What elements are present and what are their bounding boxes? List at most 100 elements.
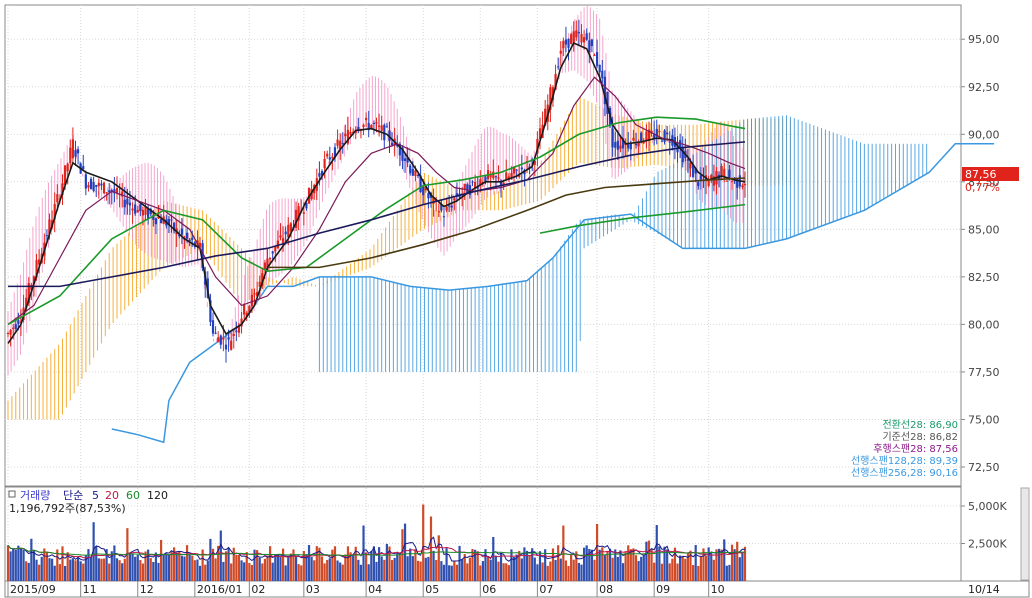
candle-body	[370, 125, 373, 129]
volume-bar	[481, 561, 484, 581]
candle-body	[616, 140, 619, 150]
volume-bar	[300, 565, 303, 581]
volume-bar	[673, 547, 677, 581]
candle-body	[562, 40, 565, 49]
candle-body	[144, 206, 147, 215]
volume-bar	[185, 545, 189, 581]
volume-bar	[354, 546, 357, 581]
volume-bar	[738, 557, 741, 581]
volume-bar	[136, 554, 139, 581]
candle-body	[507, 176, 510, 180]
date-label: 06	[482, 583, 496, 596]
volume-bar	[567, 565, 570, 581]
volume-bar	[489, 559, 492, 581]
candle-body	[152, 215, 155, 220]
candle-body	[377, 125, 381, 127]
candle-body	[253, 293, 256, 295]
volume-bar	[357, 559, 360, 581]
candle-body	[463, 183, 466, 189]
volume-bar	[63, 565, 67, 581]
candle-body	[453, 198, 456, 201]
volume-bar	[191, 555, 194, 581]
candle-body	[634, 143, 638, 145]
legend-senkou-a: 선행스팬128,28: 89,39	[851, 455, 958, 467]
volume-bar	[219, 530, 222, 581]
volume-bar	[518, 550, 521, 581]
candle-body	[248, 306, 251, 313]
volume-bar	[328, 558, 331, 581]
volume-bar	[414, 549, 417, 581]
volume-bar	[679, 555, 682, 581]
volume-bar	[333, 546, 337, 581]
candle-body	[554, 73, 557, 90]
scrollbar-thumb[interactable]	[1020, 487, 1030, 581]
volume-bar	[494, 556, 497, 581]
candle-body	[105, 192, 108, 194]
candle-body	[211, 320, 215, 334]
volume-bar	[196, 559, 199, 581]
candle-body	[686, 159, 690, 161]
volume-bar	[206, 560, 209, 581]
volume-bar	[559, 558, 562, 581]
candle-body	[627, 143, 630, 149]
candle-body	[250, 294, 254, 306]
candle-body	[258, 281, 261, 287]
volume-bar	[671, 558, 674, 581]
price-tick-label: 80,00	[968, 318, 1000, 331]
volume-bar	[551, 548, 555, 581]
candle-body	[121, 191, 124, 197]
candle-body	[647, 129, 651, 141]
candle-body	[401, 147, 404, 161]
volume-ma-20	[7, 544, 746, 559]
volume-bar	[53, 565, 56, 581]
candle-body	[333, 147, 337, 158]
volume-bar	[258, 557, 261, 581]
candle-body	[406, 157, 409, 163]
candle-body	[32, 276, 36, 285]
candle-body	[362, 124, 365, 128]
volume-bar	[305, 554, 308, 581]
volume-bar	[736, 541, 739, 581]
volume-bar	[372, 546, 376, 581]
volume-bar	[702, 548, 705, 581]
volume-bar	[471, 549, 474, 581]
candle-body	[642, 142, 645, 144]
candle-body	[588, 40, 591, 53]
candle-body	[188, 239, 191, 241]
volume-bar	[172, 547, 176, 581]
candle-body	[645, 131, 648, 142]
candle-body	[471, 181, 474, 183]
candle-body	[632, 137, 635, 141]
candle-body	[409, 165, 412, 174]
candle-body	[575, 30, 578, 38]
volume-bar	[453, 561, 456, 581]
volume-bar	[689, 550, 692, 581]
volume-bar	[110, 551, 113, 581]
volume-bar	[128, 553, 132, 581]
volume-bar	[105, 549, 108, 581]
volume-bar	[686, 552, 690, 581]
date-label: 11	[83, 583, 97, 596]
volume-legend-box[interactable]	[8, 490, 16, 498]
candle-body	[294, 209, 298, 228]
volume-bar	[113, 545, 116, 581]
volume-bar	[575, 551, 578, 581]
line-ma60	[7, 116, 746, 326]
volume-bar	[533, 557, 536, 581]
volume-tick-label: 5,000K	[968, 500, 1007, 513]
volume-bar	[198, 565, 202, 581]
candle-body	[583, 37, 586, 43]
volume-bar	[222, 561, 225, 581]
volume-bar	[525, 550, 529, 581]
candle-body	[38, 259, 41, 265]
candle-body	[658, 130, 661, 132]
volume-bar	[580, 564, 583, 581]
volume-bar	[82, 563, 85, 581]
volume-bar	[25, 561, 28, 581]
volume-bar	[40, 556, 43, 581]
candle-body	[712, 176, 715, 186]
volume-legend-ma120: 120	[147, 489, 168, 502]
volume-bar	[406, 556, 409, 581]
price-tick-label: 90,00	[968, 128, 1000, 141]
volume-bar	[645, 541, 648, 581]
